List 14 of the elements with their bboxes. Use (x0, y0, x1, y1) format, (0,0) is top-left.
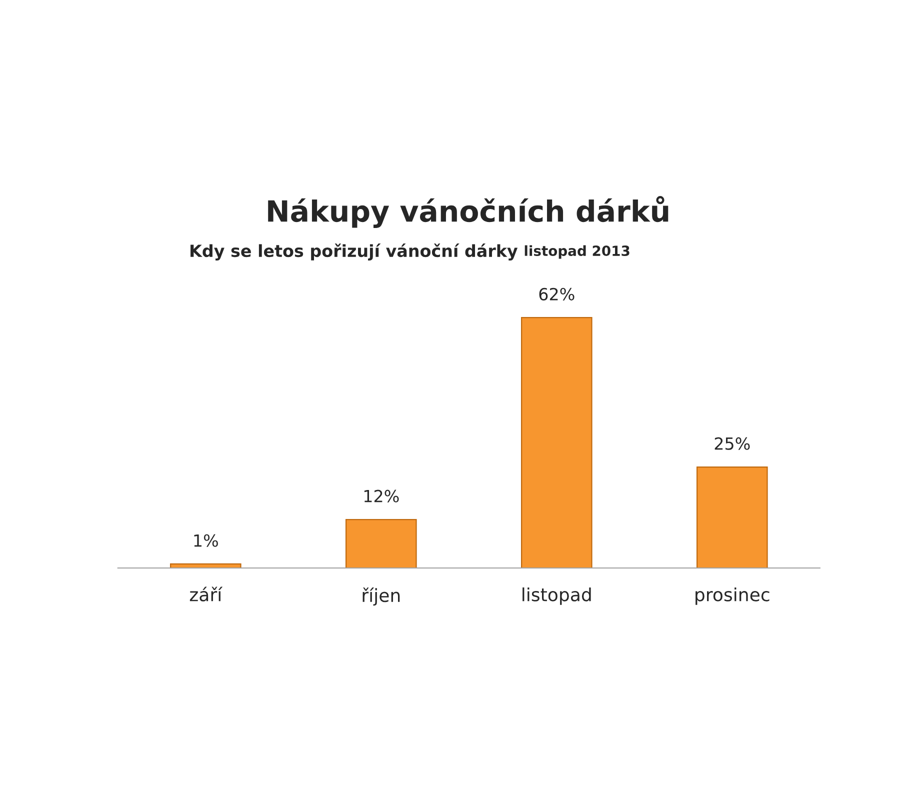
chart-title: Nákupy vánočních dárků (268, 196, 668, 228)
bar (520, 317, 592, 568)
x-tick-label: říjen (362, 587, 400, 606)
bar (696, 466, 768, 568)
data-label: 1% (194, 534, 218, 547)
x-tick-label: listopad (522, 587, 591, 605)
x-tick-label: září (190, 586, 223, 602)
data-label: 62% (539, 288, 574, 300)
chart-subtitle: Kdy se letos pořizují vánoční dárky (190, 244, 518, 260)
x-tick-label: prosinec (696, 587, 770, 605)
bar (345, 518, 417, 568)
text: listopad 2013 (524, 245, 630, 259)
data-label: 25% (714, 437, 750, 450)
data-label: 12% (364, 490, 399, 502)
